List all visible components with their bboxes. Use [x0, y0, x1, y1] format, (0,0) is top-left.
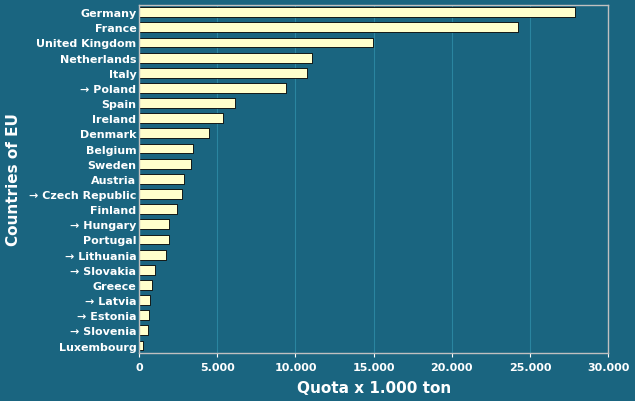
Bar — [139, 174, 184, 184]
Bar — [139, 341, 144, 350]
Bar — [139, 129, 209, 139]
Bar — [139, 144, 192, 154]
Bar — [139, 296, 150, 305]
Bar — [139, 38, 373, 48]
Bar — [139, 280, 152, 290]
Bar — [139, 205, 177, 215]
Bar — [139, 84, 286, 93]
Bar — [139, 190, 182, 199]
Bar — [139, 235, 170, 245]
Bar — [139, 220, 170, 230]
Bar — [139, 265, 156, 275]
Bar — [139, 69, 307, 79]
Bar — [139, 8, 575, 18]
Bar — [139, 326, 148, 336]
Bar — [139, 54, 312, 63]
Bar — [139, 310, 149, 320]
Bar — [139, 23, 518, 33]
Bar — [139, 99, 235, 109]
Bar — [139, 250, 166, 260]
Bar — [139, 159, 190, 169]
X-axis label: Quota x 1.000 ton: Quota x 1.000 ton — [297, 381, 451, 395]
Y-axis label: Countries of EU: Countries of EU — [6, 113, 20, 246]
Bar — [139, 114, 224, 124]
